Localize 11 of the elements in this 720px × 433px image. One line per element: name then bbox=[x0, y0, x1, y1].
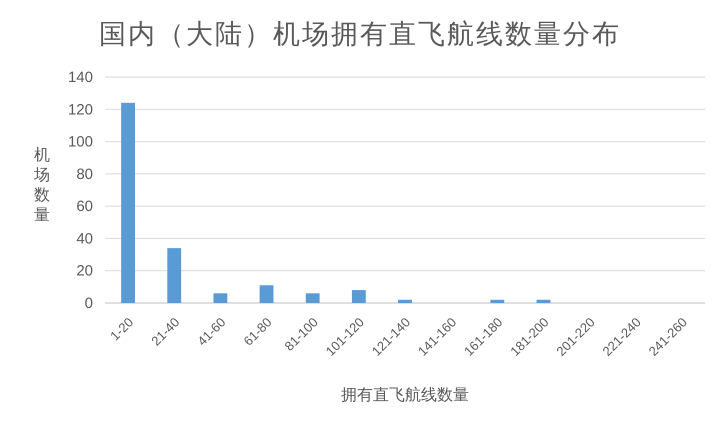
y-tick-label: 40 bbox=[76, 230, 93, 248]
y-tick-label: 80 bbox=[76, 166, 93, 183]
y-tick-label: 20 bbox=[76, 262, 93, 280]
y-tick-label: 140 bbox=[68, 69, 93, 86]
y-tick-label: 120 bbox=[68, 101, 93, 118]
y-axis-title: 机场数量 bbox=[33, 146, 50, 224]
x-axis-title: 拥有直飞航线数量 bbox=[341, 386, 469, 404]
y-tick-label: 60 bbox=[76, 198, 93, 216]
y-tick-label: 100 bbox=[68, 134, 93, 151]
y-tick-label: 0 bbox=[84, 295, 93, 312]
chart-title: 国内（大陆）机场拥有直飞航线数量分布 bbox=[99, 19, 621, 49]
